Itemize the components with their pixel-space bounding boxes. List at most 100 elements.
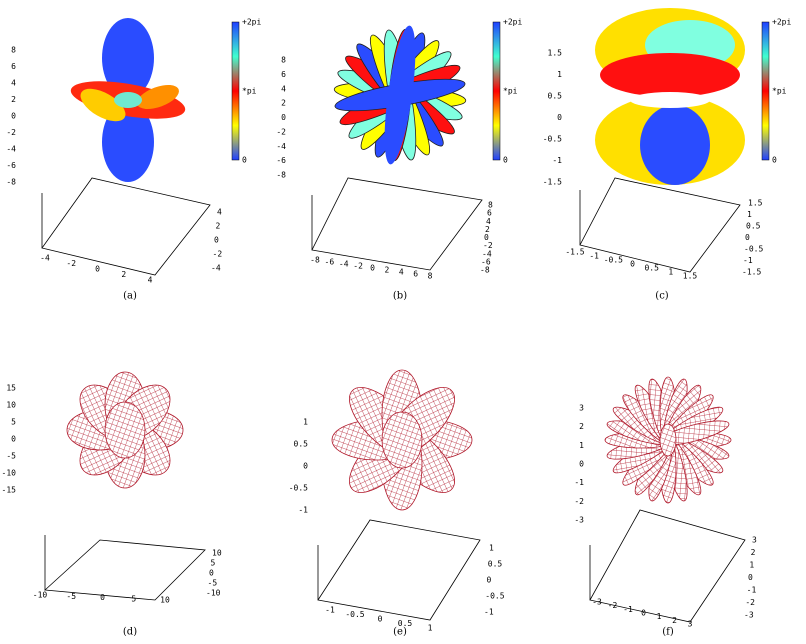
y-tick-label: 1 [489,544,494,553]
panel: 1 0.5 0 -0.5 -1 -1 -0.5 0 0.5 1 1 0.5 0 -0.5 -1 (e) [289,369,505,638]
x-tick-label: -5 [66,592,76,601]
x-tick-label: -2 [608,601,618,610]
z-tick-label: 0 [303,462,308,471]
z-tick-label: 3 [579,404,584,413]
axis-box [589,509,746,623]
x-tick-label: 1.5 [683,272,698,281]
z-tick-label: 8 [11,46,16,55]
y-tick-label: -2 [745,598,755,607]
y-tick-label: -2 [483,241,493,250]
z-tick-label: 1 [557,70,562,79]
lobe [102,102,154,182]
x-tick-label: -1 [325,606,335,615]
x-tick-label: 0 [370,264,375,273]
y-tick-label: -8 [480,266,490,275]
x-tick-label: -6 [325,258,335,267]
lobe [384,25,416,165]
lobe [640,105,710,185]
colorbar-label: 0 [242,156,247,165]
x-tick-label: -2 [353,262,363,271]
z-tick-label: -2 [574,497,584,506]
colorbar [231,21,240,161]
colorbar-label: +2pi [242,18,261,27]
x-tick-label: 6 [413,270,418,279]
x-tick-label: 2 [384,266,389,275]
axis-box [41,177,211,276]
y-tick-label: 0 [209,569,214,578]
z-tick-label: -3 [574,516,584,525]
x-tick-label: 0 [378,615,383,624]
x-tick-label: 2 [672,616,677,625]
panel: 3 2 1 0 -1 -2 -3 -3 -2 -1 0 1 2 3 3 2 1 0 -1 -2 -3 (f) [574,376,757,638]
z-tick-label: -0.5 [289,484,308,493]
caption: (f) [662,627,674,638]
z-tick-label: -1 [574,478,584,487]
y-tick-label: 1 [747,210,752,219]
x-tick-label: 1 [657,612,662,621]
y-tick-label: 2 [751,548,756,557]
z-tick-label: -2 [276,127,286,136]
y-tick-label: -2 [213,250,223,259]
y-tick-label: 4 [217,208,222,217]
y-tick-label: 0 [487,576,492,585]
colorbar-label: 0 [503,156,508,165]
colorbar-label: *pi [772,87,787,96]
caption: (a) [123,291,137,302]
x-tick-label: -2 [66,259,76,268]
x-tick-label: 3 [688,620,693,629]
lobe [381,411,423,469]
panel: +2pi *pi 0 8 6 4 2 0 -2 -4 -6 -8 -4 -2 0 2 4 4 2 0 -2 -4 (a) [6,18,261,302]
z-tick-label: 0 [11,435,16,444]
z-tick-label: -1 [552,156,562,165]
z-tick-label: 0 [579,460,584,469]
z-tick-label: 1.5 [548,49,563,58]
y-tick-label: 0 [484,233,489,242]
colorbar-label: *pi [242,87,257,96]
z-tick-label: -5 [6,452,16,461]
y-tick-label: -1.5 [742,268,761,277]
z-tick-label: -1.5 [543,178,562,187]
axis-box [311,177,483,271]
x-tick-label: -1.5 [565,248,584,257]
z-tick-label: 0 [11,112,16,121]
lobe [102,18,154,98]
axis-box [579,177,741,273]
x-tick-label: -1 [623,605,633,614]
x-tick-label: 0.5 [398,619,413,628]
axis-box [317,519,481,621]
y-tick-label: 3 [752,536,757,545]
z-tick-label: 0.5 [548,92,563,101]
y-tick-label: 4 [486,217,491,226]
z-tick-label: -8 [276,171,286,180]
y-tick-label: 0.5 [746,222,761,231]
caption: (d) [123,627,137,638]
x-tick-label: -4 [40,254,50,263]
y-tick-label: -1 [484,608,494,617]
y-tick-label: 1.5 [748,199,763,208]
x-tick-label: 0 [100,593,105,602]
z-tick-label: 1 [303,418,308,427]
colorbar-label: 0 [772,156,777,165]
lobe [137,84,179,110]
y-tick-label: 0 [748,573,753,582]
z-tick-label: 5 [11,418,16,427]
y-tick-label: -1 [747,586,757,595]
colorbar-label: *pi [503,87,518,96]
z-tick-label: 1 [579,441,584,450]
lobe [630,92,710,108]
lobe [104,401,146,459]
z-tick-label: 2 [281,99,286,108]
x-tick-label: 5 [131,594,136,603]
colorbar-label: +2pi [772,18,791,27]
colorbar-label: +2pi [503,18,522,27]
y-tick-label: 8 [488,201,493,210]
z-tick-label: 4 [281,84,286,93]
x-tick-label: 8 [428,272,433,281]
z-tick-label: 6 [11,62,16,71]
z-tick-label: 0 [557,113,562,122]
z-tick-label: 10 [6,401,16,410]
x-tick-label: 1 [668,268,673,277]
y-tick-label: 2 [485,225,490,234]
